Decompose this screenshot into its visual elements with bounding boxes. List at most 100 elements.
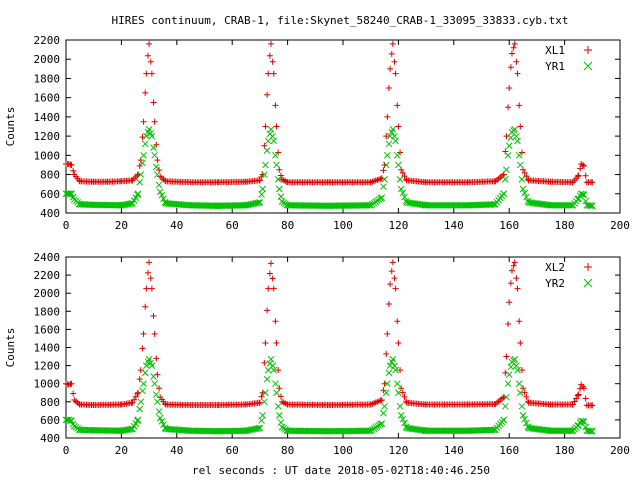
data-point: [151, 380, 158, 388]
data-point: [262, 161, 269, 169]
data-point: [273, 161, 280, 169]
data-point: [391, 275, 398, 282]
data-point: [511, 40, 518, 47]
data-point: [579, 191, 587, 198]
data-point: [273, 123, 280, 130]
data-point: [505, 142, 513, 150]
data-point: [401, 193, 408, 201]
data-point: [156, 385, 163, 392]
data-point: [154, 171, 161, 178]
y-tick-label: 2000: [34, 53, 61, 66]
data-point: [588, 427, 596, 435]
data-point: [389, 259, 396, 266]
data-point: [580, 162, 587, 169]
data-point: [68, 190, 75, 198]
y-tick-label: 2200: [34, 34, 61, 47]
data-point: [582, 172, 589, 179]
data-point: [513, 58, 520, 65]
data-point: [394, 318, 401, 325]
x-tick-label: 80: [281, 219, 294, 232]
y-tick-label: 800: [40, 396, 60, 409]
x-tick-label: 200: [610, 444, 630, 457]
data-point: [137, 398, 145, 406]
legend-label: XL2: [545, 261, 565, 274]
data-point: [396, 402, 404, 410]
x-tick-label: 180: [555, 219, 575, 232]
data-point: [267, 40, 274, 47]
data-point: [273, 339, 280, 346]
legend-marker: [584, 46, 592, 54]
data-point: [155, 408, 163, 415]
data-point: [273, 389, 280, 397]
x-tick-label: 200: [610, 219, 630, 232]
data-point: [392, 70, 399, 77]
data-point: [135, 171, 142, 178]
data-point: [514, 285, 521, 292]
data-point: [70, 167, 77, 174]
data-point: [381, 176, 388, 183]
data-point: [140, 151, 147, 159]
data-point: [264, 91, 271, 98]
data-point: [147, 58, 154, 65]
data-point: [148, 70, 155, 77]
data-point: [392, 366, 399, 374]
data-point: [506, 85, 513, 92]
data-point: [70, 390, 77, 397]
data-point: [150, 144, 157, 151]
data-point: [158, 191, 166, 199]
data-point: [385, 301, 392, 308]
data-point: [579, 417, 587, 425]
data-point: [510, 262, 517, 269]
data-point: [139, 345, 146, 352]
data-point: [500, 394, 507, 401]
x-tick-label: 0: [63, 219, 70, 232]
data-point: [503, 393, 510, 401]
data-point: [388, 268, 395, 275]
data-point: [513, 275, 520, 282]
data-point: [263, 375, 271, 383]
data-point: [523, 393, 530, 400]
data-point: [521, 189, 529, 197]
data-point: [269, 275, 276, 282]
data-point: [270, 366, 278, 374]
legend-label: YR2: [545, 277, 565, 290]
data-point: [399, 415, 407, 423]
data-point: [521, 415, 529, 423]
x-axis-label: rel seconds : UT date 2018-05-02T18:40:4…: [192, 464, 490, 477]
data-point: [397, 185, 405, 193]
y-tick-label: 400: [40, 432, 60, 445]
data-point: [523, 173, 530, 180]
data-point: [266, 52, 273, 59]
data-point: [137, 171, 145, 178]
data-point: [146, 259, 153, 266]
data-point: [277, 172, 284, 179]
data-point: [384, 113, 391, 120]
data-point: [501, 176, 509, 183]
data-point: [380, 409, 387, 417]
data-point: [516, 389, 524, 397]
data-point: [277, 393, 284, 400]
data-point: [151, 330, 158, 337]
data-point: [580, 191, 588, 199]
y-axis-label: Counts: [4, 328, 17, 368]
data-point: [391, 362, 398, 370]
data-point: [258, 191, 265, 198]
data-point: [500, 416, 508, 424]
y-tick-label: 600: [40, 188, 60, 201]
data-point: [395, 339, 402, 346]
data-point: [567, 201, 575, 209]
x-tick-label: 60: [226, 219, 239, 232]
y-tick-label: 1600: [34, 92, 61, 105]
data-point: [158, 417, 166, 425]
data-point: [155, 181, 163, 189]
data-point: [389, 355, 397, 363]
x-tick-label: 20: [115, 219, 128, 232]
data-point: [68, 380, 75, 387]
series-XL2: [63, 259, 596, 409]
data-point: [277, 193, 285, 200]
y-tick-label: 1600: [34, 323, 61, 336]
x-tick-label: 80: [281, 444, 294, 457]
data-point: [393, 151, 401, 159]
data-point: [153, 355, 160, 362]
data-point: [264, 307, 271, 314]
